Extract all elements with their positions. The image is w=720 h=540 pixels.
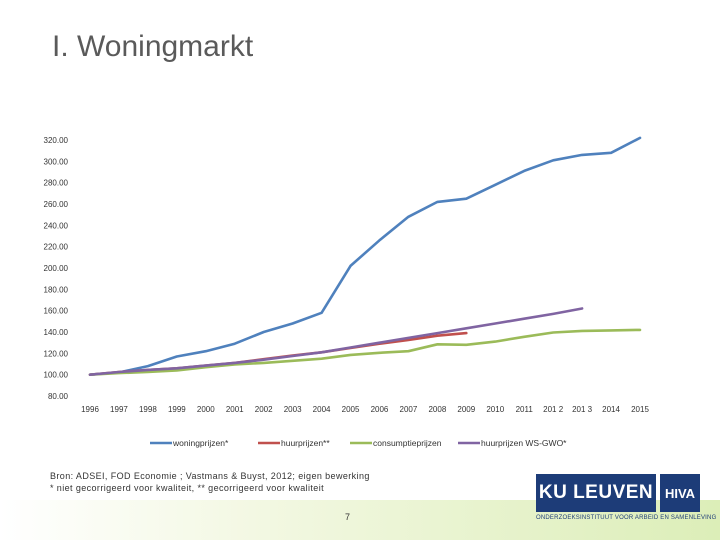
y-axis: 80.00 100.00 120.00 140.00 160.00 180.00 200.0… xyxy=(44,136,69,401)
y-tick-label: 260.00 xyxy=(44,200,69,209)
x-tick-label: 201 2 xyxy=(543,405,564,414)
series-line-1 xyxy=(88,136,642,376)
x-tick-label: 1997 xyxy=(110,405,128,414)
x-tick-label: 2000 xyxy=(197,405,215,414)
x-tick-label: 2005 xyxy=(342,405,360,414)
y-tick-label: 280.00 xyxy=(44,179,69,188)
x-tick-label: 2002 xyxy=(255,405,273,414)
x-tick-label: 201 3 xyxy=(572,405,593,414)
y-tick-label: 200.00 xyxy=(44,264,69,273)
x-tick-label: 2004 xyxy=(313,405,331,414)
source-note: Bron: ADSEI, FOD Economie ; Vastmans & B… xyxy=(50,470,370,494)
x-tick-label: 2001 xyxy=(226,405,244,414)
x-tick-label: 1996 xyxy=(81,405,99,414)
series-lines xyxy=(88,136,642,376)
legend-label: woningprijzen* xyxy=(172,438,229,448)
y-tick-label: 100.00 xyxy=(44,371,69,380)
hiva-logo: HIVA xyxy=(660,474,700,512)
x-tick-label: 2011 xyxy=(516,405,534,414)
page-number: 7 xyxy=(345,512,351,522)
series-line-2 xyxy=(88,331,468,376)
x-tick-label: 2010 xyxy=(486,405,504,414)
x-tick-label: 1998 xyxy=(139,405,157,414)
y-tick-label: 140.00 xyxy=(44,328,69,337)
series-line-3 xyxy=(88,328,642,376)
x-tick-label: 2014 xyxy=(602,405,620,414)
y-tick-label: 320.00 xyxy=(44,136,69,145)
y-tick-label: 80.00 xyxy=(48,392,69,401)
x-tick-label: 1999 xyxy=(168,405,186,414)
slide-title: I. Woningmarkt xyxy=(52,30,254,63)
x-tick-label: 2007 xyxy=(400,405,418,414)
source-line-1: Bron: ADSEI, FOD Economie ; Vastmans & B… xyxy=(50,471,370,481)
x-tick-label: 2015 xyxy=(631,405,649,414)
source-line-2: * niet gecorrigeerd voor kwaliteit, ** g… xyxy=(50,483,325,493)
line-chart: 80.00 100.00 120.00 140.00 160.00 180.00 200.0… xyxy=(44,136,650,448)
x-tick-label: 2009 xyxy=(457,405,475,414)
y-tick-label: 220.00 xyxy=(44,243,69,252)
x-tick-label: 2006 xyxy=(371,405,389,414)
chart-legend: woningprijzen* huurprijzen** consumptiepri… xyxy=(150,438,567,448)
y-tick-label: 240.00 xyxy=(44,221,69,230)
series-line-4 xyxy=(88,307,584,376)
x-axis: 1996 1997 1998 1999 2000 2001 2002 2003 2004 2005… xyxy=(81,405,649,414)
legend-label: huurprijzen WS-GWO* xyxy=(481,438,567,448)
y-tick-label: 180.00 xyxy=(44,285,69,294)
legend-label: huurprijzen** xyxy=(281,438,330,448)
y-tick-label: 120.00 xyxy=(44,349,69,358)
y-tick-label: 160.00 xyxy=(44,307,69,316)
legend-label: consumptieprijzen xyxy=(373,438,442,448)
y-tick-label: 300.00 xyxy=(44,157,69,166)
logo-subtitle: ONDERZOEKSINSTITUUT VOOR ARBEID EN SAMEN… xyxy=(536,515,717,521)
ku-leuven-logo: KU LEUVEN xyxy=(536,474,656,512)
x-tick-label: 2003 xyxy=(284,405,302,414)
x-tick-label: 2008 xyxy=(428,405,446,414)
